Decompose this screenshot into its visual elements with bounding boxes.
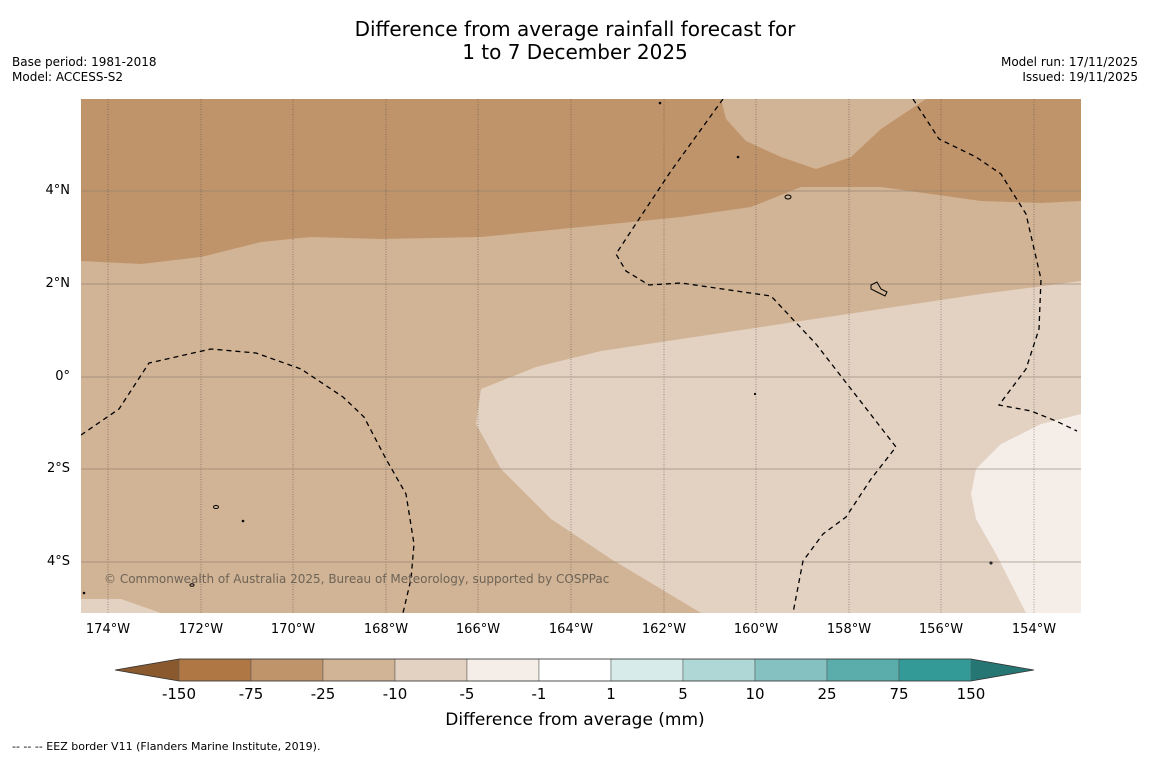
lat-label-equator: 0°	[55, 369, 70, 384]
colorbar-segment	[250, 658, 324, 682]
colorbar-segment	[754, 658, 828, 682]
meta-right: Model run: 17/11/2025 Issued: 19/11/2025	[1001, 55, 1138, 85]
model-run-text: Model run: 17/11/2025	[1000, 55, 1138, 69]
lon-label: 156°W	[918, 622, 964, 637]
lat-label-4n: 4°N	[45, 183, 71, 198]
zone-light-dry	[476, 281, 1081, 613]
colorbar-tick-label: 5	[678, 685, 688, 703]
colorbar	[114, 658, 1035, 682]
lon-label: 174°W	[85, 622, 131, 637]
colorbar-tick-label: 150	[956, 685, 986, 703]
eez-border-west	[81, 348, 415, 613]
eez-border-central	[615, 99, 897, 613]
colorbar-segment	[178, 658, 252, 682]
colorbar-segment	[826, 658, 900, 682]
island	[82, 591, 86, 595]
lon-label: 166°W	[455, 622, 501, 637]
colorbar-segment	[610, 658, 684, 682]
colorbar-label: Difference from average (mm)	[445, 710, 705, 730]
colorbar-tick-label: -5	[459, 685, 475, 703]
copyright-text: © Commonwealth of Australia 2025, Bureau…	[104, 572, 610, 586]
island	[989, 561, 993, 565]
island	[736, 155, 740, 159]
chart-title: Difference from average rainfall forecas…	[0, 18, 1150, 64]
colorbar-tick-label: -1	[531, 685, 547, 703]
lon-label: 154°W	[1011, 622, 1057, 637]
lon-label: 172°W	[178, 622, 224, 637]
island	[213, 505, 219, 509]
zone-medium-dry-north	[721, 99, 926, 169]
colorbar-segment	[898, 658, 972, 682]
lat-label-2s: 2°S	[46, 461, 70, 476]
island	[658, 101, 662, 105]
colorbar-segment	[466, 658, 540, 682]
colorbar-segment	[682, 658, 756, 682]
colorbar-tick-label: -10	[382, 685, 408, 703]
lon-label: 170°W	[270, 622, 316, 637]
colorbar-segment	[322, 658, 396, 682]
island	[870, 281, 888, 297]
lat-gridlines	[81, 190, 1081, 563]
colorbar-arrow-low	[115, 659, 179, 681]
model-text: Model: ACCESS-S2	[12, 70, 124, 84]
colorbar-segment	[538, 658, 612, 682]
eez-border-east	[912, 99, 1078, 432]
island	[241, 519, 245, 523]
rainfall-map	[81, 99, 1081, 613]
colorbar-tick-label: 75	[889, 685, 909, 703]
eez-footnote: -- -- -- EEZ border V11 (Flanders Marine…	[12, 740, 321, 753]
colorbar-outline	[114, 658, 1035, 682]
island	[784, 194, 792, 200]
colorbar-tick-label: 10	[745, 685, 765, 703]
lon-label: 164°W	[548, 622, 594, 637]
zone-very-light-dry	[971, 414, 1081, 613]
colorbar-arrow-high	[971, 659, 1034, 681]
lon-gridlines	[107, 99, 1035, 613]
colorbar-tick-label: -75	[238, 685, 264, 703]
colorbar-segment	[394, 658, 468, 682]
colorbar-tick-label: -150	[161, 685, 197, 703]
colorbar-tick-label: 1	[606, 685, 616, 703]
title-line-1: Difference from average rainfall forecas…	[354, 17, 796, 41]
colorbar-tick-label: -25	[310, 685, 336, 703]
island	[189, 583, 195, 587]
lon-label: 158°W	[826, 622, 872, 637]
lon-label: 162°W	[641, 622, 687, 637]
lat-label-2n: 2°N	[45, 276, 71, 291]
title-line-2: 1 to 7 December 2025	[462, 40, 688, 64]
island	[753, 392, 757, 396]
zone-light-dry-southwest	[81, 599, 161, 613]
meta-left: Base period: 1981-2018 Model: ACCESS-S2	[12, 55, 157, 85]
lon-label: 168°W	[363, 622, 409, 637]
lon-label: 160°W	[733, 622, 779, 637]
colorbar-tick-label: 25	[817, 685, 837, 703]
issued-text: Issued: 19/11/2025	[1022, 70, 1138, 84]
eez-borders	[81, 99, 1078, 613]
islands	[82, 101, 993, 595]
lat-label-4s: 4°S	[46, 554, 70, 569]
base-period-text: Base period: 1981-2018	[12, 55, 157, 69]
